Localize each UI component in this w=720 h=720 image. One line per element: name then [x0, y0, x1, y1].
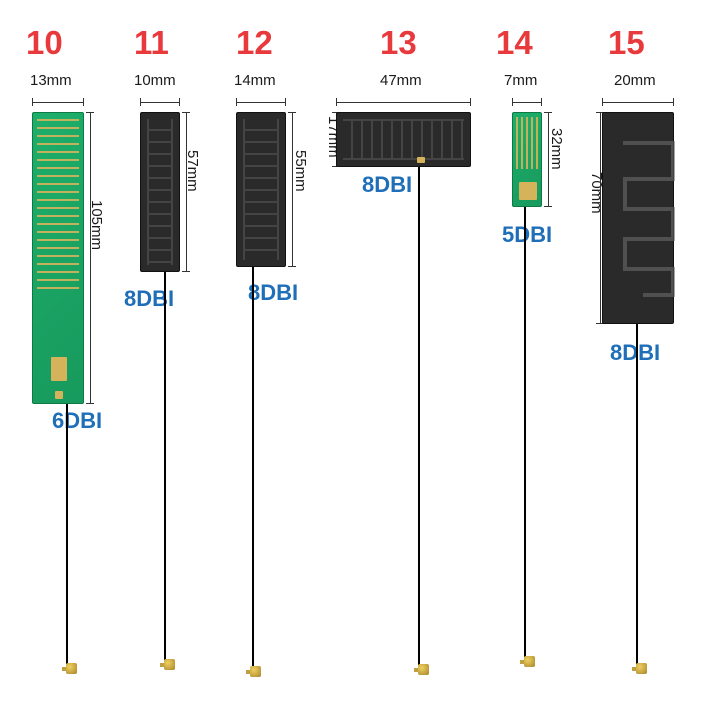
dbi-label-11: 8DBI [124, 286, 174, 312]
height-label-10: 105mm [88, 200, 105, 250]
width-label-10: 13mm [30, 72, 72, 89]
ufl-connector-12 [246, 665, 264, 679]
height-dim-bar-11 [182, 112, 190, 272]
ufl-connector-13 [414, 663, 432, 677]
trace-seg [643, 293, 675, 297]
width-dim-bar-14 [512, 98, 542, 106]
trace-pattern [613, 123, 663, 313]
antenna-12 [236, 112, 286, 267]
cable-14 [524, 207, 526, 657]
width-dim-bar-13 [336, 98, 471, 106]
cable-15 [636, 324, 638, 664]
item-number-11: 11 [134, 24, 169, 62]
item-number-13: 13 [380, 24, 417, 62]
dbi-label-14: 5DBI [502, 222, 552, 248]
antenna-11 [140, 112, 180, 272]
antenna-comparison-diagram: 10 13mm 105mm 6DBI 11 10mm 57mm 8DBI 12 14mm 55mm 8… [0, 0, 720, 720]
height-label-11: 57mm [184, 150, 201, 192]
width-dim-bar-10 [32, 98, 84, 106]
trace-seg [671, 207, 675, 241]
width-label-14: 7mm [504, 72, 537, 89]
width-label-12: 14mm [234, 72, 276, 89]
width-label-13: 47mm [380, 72, 422, 89]
width-label-15: 20mm [614, 72, 656, 89]
antenna-14 [512, 112, 542, 207]
trace-seg [623, 267, 675, 271]
trace-seg [671, 141, 675, 181]
cable-10 [66, 404, 68, 664]
trace-pattern [343, 119, 464, 160]
feed-pad [51, 357, 67, 381]
dbi-label-12: 8DBI [248, 280, 298, 306]
item-number-14: 14 [496, 24, 533, 62]
trace-seg [623, 237, 675, 241]
item-number-15: 15 [608, 24, 645, 62]
trace-pattern [243, 119, 279, 260]
height-dim-bar-10 [86, 112, 94, 404]
ufl-connector-14 [520, 655, 538, 669]
width-label-11: 10mm [134, 72, 176, 89]
dbi-label-13: 8DBI [362, 172, 412, 198]
item-number-12: 12 [236, 24, 273, 62]
antenna-15 [602, 112, 674, 324]
width-dim-bar-12 [236, 98, 286, 106]
trace-pattern [516, 117, 538, 169]
antenna-13 [336, 112, 471, 167]
width-dim-bar-11 [140, 98, 180, 106]
trace-seg [623, 207, 675, 211]
solder-pad [55, 391, 63, 399]
cable-11 [164, 272, 166, 660]
trace-seg [623, 177, 675, 181]
trace-pattern [37, 119, 79, 289]
height-label-14: 32mm [548, 128, 565, 170]
trace-pattern [147, 119, 173, 265]
item-number-10: 10 [26, 24, 63, 62]
width-dim-bar-15 [602, 98, 674, 106]
ufl-connector-11 [160, 658, 178, 672]
feed-pad [519, 182, 537, 200]
trace-seg [623, 237, 627, 271]
antenna-10 [32, 112, 84, 404]
dbi-label-10: 6DBI [52, 408, 102, 434]
feed-pad [417, 157, 425, 163]
cable-12 [252, 267, 254, 667]
cable-13 [418, 167, 420, 665]
ufl-connector-15 [632, 662, 650, 676]
height-label-12: 55mm [292, 150, 309, 192]
ufl-connector-10 [62, 662, 80, 676]
trace-seg [623, 177, 627, 211]
trace-seg [623, 141, 675, 145]
